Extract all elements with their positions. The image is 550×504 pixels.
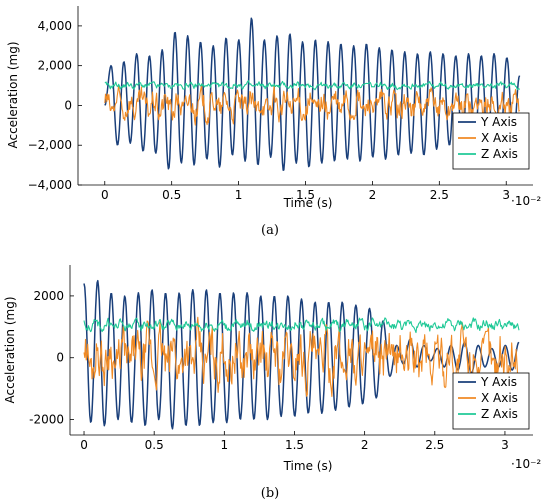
x-tick-label: 0.5: [162, 188, 181, 202]
legend-entry: Z Axis: [481, 407, 518, 421]
y-tick-label: −4,000: [28, 178, 72, 192]
legend: Y Axis X Axis Z Axis: [452, 112, 530, 170]
x-tick-label: 2.5: [430, 188, 449, 202]
x-tick-label: 1: [235, 188, 243, 202]
subfigure-label: (b): [261, 486, 279, 501]
series-line-z-axis: [104, 80, 521, 91]
y-tick-label: -2000: [29, 413, 64, 427]
x-tick-label: 0: [80, 438, 88, 452]
x-tick-label: 2: [361, 438, 369, 452]
y-tick-label: 2000: [33, 289, 64, 303]
x-axis-multiplier: ·10⁻²: [511, 457, 541, 471]
series-line-x-axis: [83, 316, 520, 397]
y-axis-label: Acceleration (mg): [3, 296, 17, 403]
x-tick-label: 2: [369, 188, 377, 202]
x-tick-label: 0: [101, 188, 109, 202]
legend-entry: X Axis: [481, 391, 518, 405]
y-tick-label: 4,000: [38, 19, 72, 33]
legend-entry: Z Axis: [481, 147, 518, 161]
y-tick-label: 0: [56, 351, 64, 365]
legend: Y Axis X Axis Z Axis: [452, 372, 530, 430]
x-tick-label: 1.5: [296, 188, 315, 202]
legend-entry: Y Axis: [480, 375, 517, 389]
x-tick-label: 2.5: [425, 438, 444, 452]
x-tick-label: 0.5: [145, 438, 164, 452]
y-tick-label: 2,000: [38, 59, 72, 73]
chart-b: Acceleration (mg) Time (s) ·10⁻² (b) 0 0.…: [3, 265, 541, 501]
x-axis-label: Time (s): [283, 459, 333, 473]
x-axis-multiplier: ·10⁻²: [511, 194, 541, 208]
series-line-y-axis: [104, 17, 521, 171]
series-line-x-axis: [104, 83, 521, 126]
y-tick-label: 0: [64, 98, 72, 112]
x-tick-label: 3: [501, 438, 509, 452]
legend-entry: X Axis: [481, 131, 518, 145]
legend-entry: Y Axis: [480, 115, 517, 129]
y-tick-label: −2,000: [28, 138, 72, 152]
chart-a: Acceleration (mg) Time (s) ·10⁻² (a) 0 0.…: [6, 6, 541, 238]
series-line-z-axis: [83, 317, 520, 334]
x-tick-label: 1.5: [285, 438, 304, 452]
subfigure-label: (a): [261, 223, 279, 238]
x-tick-label: 1: [221, 438, 229, 452]
y-axis-label: Acceleration (mg): [6, 41, 20, 148]
x-axis-label: Time (s): [283, 196, 333, 210]
x-tick-label: 3: [502, 188, 510, 202]
